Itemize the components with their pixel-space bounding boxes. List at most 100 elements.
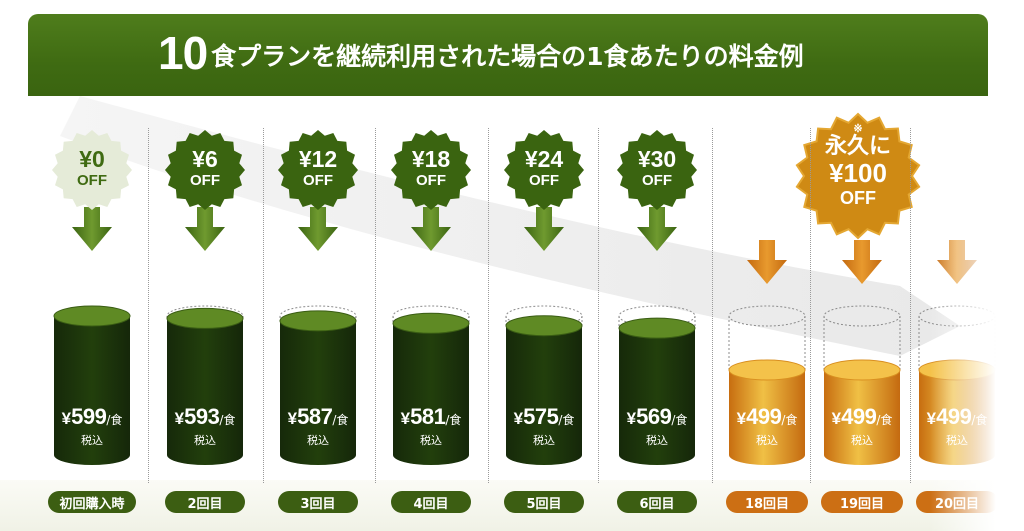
price-bar xyxy=(619,328,695,465)
discount-amount: ¥0 xyxy=(79,146,105,172)
price-label: ¥575/食 税込 xyxy=(501,404,587,448)
price-value: 499 xyxy=(936,404,972,429)
price-bar xyxy=(54,316,130,465)
title-number: 10 xyxy=(158,27,208,79)
column-divider xyxy=(263,128,264,483)
down-arrow-icon xyxy=(637,207,677,251)
price-bar-top xyxy=(53,305,131,327)
price-label: ¥587/食 税込 xyxy=(275,404,361,448)
special-badge-off: OFF xyxy=(840,188,876,208)
tax-label: 税込 xyxy=(851,434,873,447)
cylinder-outline-top xyxy=(823,305,901,327)
price-currency: ¥ xyxy=(831,409,842,428)
column-divider xyxy=(810,128,811,483)
price-bar-top xyxy=(918,359,996,381)
price-unit: /食 xyxy=(781,413,798,427)
price-currency: ¥ xyxy=(287,409,298,428)
price-bar-top xyxy=(728,359,806,381)
price-label: ¥599/食 税込 xyxy=(49,404,135,448)
column-divider xyxy=(375,128,376,483)
special-badge-amount: ¥100 xyxy=(829,158,887,188)
discount-badge xyxy=(617,130,697,210)
price-label: ¥499/食 税込 xyxy=(819,404,905,448)
price-unit: /食 xyxy=(671,413,688,427)
price-bar-top xyxy=(823,359,901,381)
discount-badge xyxy=(278,130,358,210)
price-value: 499 xyxy=(841,404,877,429)
price-label: ¥581/食 税込 xyxy=(388,404,474,448)
discount-off-label: OFF xyxy=(303,172,333,189)
tax-label: 税込 xyxy=(533,434,555,447)
discount-badge-text: ¥24 OFF xyxy=(504,146,584,189)
price-currency: ¥ xyxy=(626,409,637,428)
tax-label: 税込 xyxy=(81,434,103,447)
price-bar xyxy=(167,318,243,465)
price-unit: /食 xyxy=(876,413,893,427)
special-badge-prefix: 永久に xyxy=(824,134,891,159)
price-bar xyxy=(280,320,356,465)
price-currency: ¥ xyxy=(400,409,411,428)
price-bar xyxy=(393,323,469,465)
special-badge-note: ※ xyxy=(853,123,863,135)
discount-amount: ¥6 xyxy=(192,146,218,172)
price-currency: ¥ xyxy=(61,409,72,428)
price-label: ¥569/食 税込 xyxy=(614,404,700,448)
discount-off-label: OFF xyxy=(529,172,559,189)
down-arrow-icon xyxy=(411,207,451,251)
price-unit: /食 xyxy=(971,413,988,427)
down-arrow-icon xyxy=(747,240,787,284)
purchase-count-pill: 18回目 xyxy=(726,491,808,513)
price-bar-top xyxy=(505,315,583,337)
price-bar-top xyxy=(392,312,470,334)
title-bar: 10 食プランを継続利用された場合の1食あたりの料金例 xyxy=(28,14,988,96)
price-value: 575 xyxy=(523,404,559,429)
price-label: ¥499/食 税込 xyxy=(724,404,810,448)
down-arrow-icon xyxy=(524,207,564,251)
discount-badge-text: ¥6 OFF xyxy=(165,146,245,189)
special-badge-text: ※ 永久に ¥100 OFF xyxy=(806,123,910,208)
purchase-count-pill: 5回目 xyxy=(504,491,584,513)
discount-badge-text: ¥0 OFF xyxy=(52,146,132,189)
discount-off-label: OFF xyxy=(190,172,220,189)
purchase-count-pill: 20回目 xyxy=(916,491,998,513)
discount-badge xyxy=(165,130,245,210)
discount-amount: ¥12 xyxy=(298,146,338,172)
price-bar xyxy=(824,370,900,465)
price-bar-top xyxy=(279,310,357,332)
price-value: 581 xyxy=(410,404,446,429)
price-label: ¥499/食 税込 xyxy=(914,404,1000,448)
column-divider xyxy=(598,128,599,483)
special-badge xyxy=(795,112,921,240)
cylinder-outline-top xyxy=(918,305,996,327)
tax-label: 税込 xyxy=(194,434,216,447)
price-unit: /食 xyxy=(445,413,462,427)
price-value: 587 xyxy=(297,404,333,429)
price-bar xyxy=(729,370,805,465)
column-divider xyxy=(488,128,489,483)
price-label: ¥593/食 税込 xyxy=(162,404,248,448)
column-divider xyxy=(712,128,713,483)
price-bar xyxy=(506,325,582,465)
purchase-count-pill: 19回目 xyxy=(821,491,903,513)
down-arrow-icon xyxy=(937,240,977,284)
purchase-count-pill: 初回購入時 xyxy=(48,491,136,513)
price-value: 593 xyxy=(184,404,220,429)
discount-badge xyxy=(391,130,471,210)
tax-label: 税込 xyxy=(307,434,329,447)
price-currency: ¥ xyxy=(926,409,937,428)
discount-amount: ¥18 xyxy=(411,146,451,172)
price-value: 599 xyxy=(71,404,107,429)
price-unit: /食 xyxy=(219,413,236,427)
discount-badge-text: ¥12 OFF xyxy=(278,146,358,189)
discount-off-label: OFF xyxy=(642,172,672,189)
discount-badge xyxy=(504,130,584,210)
price-value: 569 xyxy=(636,404,672,429)
tax-label: 税込 xyxy=(756,434,778,447)
purchase-count-pill: 2回目 xyxy=(165,491,245,513)
price-unit: /食 xyxy=(332,413,349,427)
discount-amount: ¥24 xyxy=(524,146,564,172)
purchase-count-pill: 4回目 xyxy=(391,491,471,513)
down-arrow-icon xyxy=(185,207,225,251)
